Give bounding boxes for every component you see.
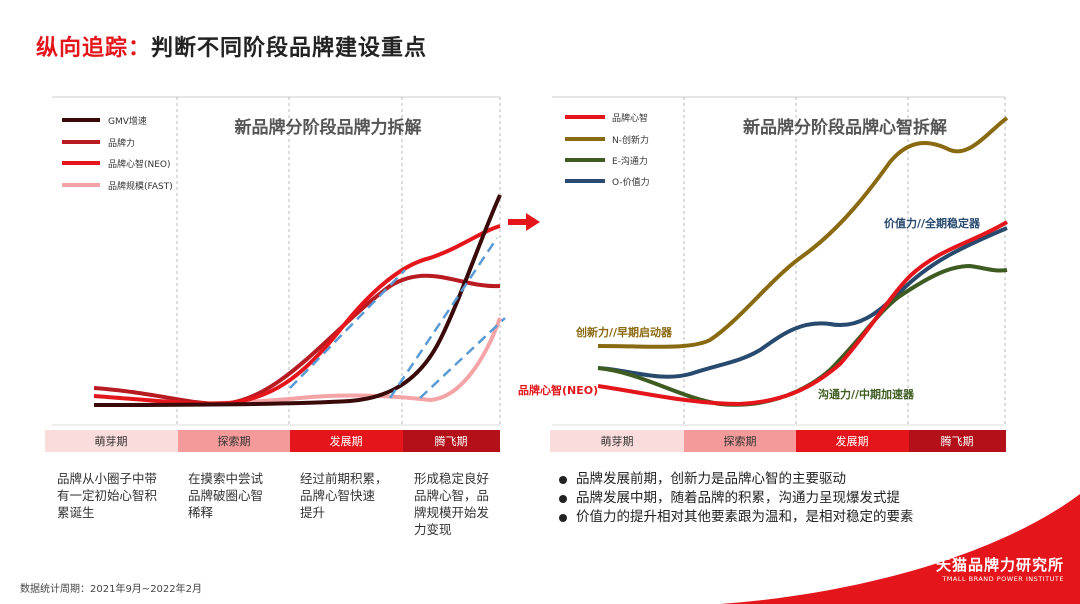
left-dashed-guide-3: [419, 317, 506, 399]
data-period-footnote: 数据统计周期：2021年9月~2022年2月: [20, 584, 203, 595]
brand-name-cn: 天猫品牌力研究所: [935, 556, 1064, 574]
corner-decoration: [720, 494, 1080, 604]
right-stage-3-label: 发展期: [836, 434, 869, 448]
desc-line: 品牌心智，品: [414, 488, 490, 503]
desc-line: 经过前期积累，: [300, 471, 388, 486]
right-legend-o: O-价值力: [612, 176, 650, 188]
stage-description-sprout: 品牌从小圈子中带 有一定初始心智积 累诞生: [57, 470, 157, 521]
left-dashed-guide-1: [289, 269, 406, 389]
bullet-item: 价值力的提升相对其他要素跟为温和，是相对稳定的要素: [556, 508, 914, 527]
desc-line: 力变现: [414, 522, 452, 537]
right-curve-value: [597, 226, 1008, 379]
page-title: 纵向追踪：判断不同阶段品牌建设重点: [36, 30, 427, 62]
left-curve-neo: [93, 224, 501, 406]
left-legend-neo: 品牌心智(NEO): [108, 158, 171, 170]
right-stage-3: [796, 430, 909, 452]
right-legend-neo: 品牌心智: [612, 112, 648, 124]
left-legend-fast: 品牌规模(FAST): [108, 180, 173, 192]
left-curve-fast: [93, 317, 502, 407]
desc-line: 牌规模开始发: [414, 505, 490, 520]
left-stage-3: [290, 430, 403, 452]
stage-description-explore: 在摸索中尝试 品牌破圈心智 稀释: [188, 470, 263, 521]
left-stage-4: [403, 430, 500, 452]
desc-line: 品牌从小圈子中带: [57, 471, 158, 486]
bullet-item: 品牌发展前期，创新力是品牌心智的主要驱动: [556, 470, 914, 489]
right-legend-n: N-创新力: [612, 134, 649, 146]
stage-description-takeoff: 形成稳定良好 品牌心智，品 牌规模开始发 力变现: [414, 470, 489, 538]
desc-line: 提升: [300, 505, 326, 520]
right-stage-4-label: 腾飞期: [941, 434, 974, 448]
title-main: 判断不同阶段品牌建设重点: [151, 36, 428, 61]
annotation-communication: 沟通力//中期加速器: [818, 387, 915, 401]
conclusion-bullets: 品牌发展前期，创新力是品牌心智的主要驱动 品牌发展中期，随着品牌的积累，沟通力呈…: [556, 470, 914, 527]
annotation-value: 价值力//全期稳定器: [884, 216, 981, 230]
left-stage-3-label: 发展期: [330, 434, 363, 448]
right-stage-1: [550, 430, 684, 452]
title-highlight: 纵向追踪：: [36, 36, 152, 61]
desc-line: 品牌心智快速: [300, 488, 376, 503]
left-stage-4-label: 腾飞期: [435, 434, 468, 448]
left-curve-brand: [93, 273, 501, 407]
arrow-icon: [508, 213, 540, 231]
desc-line: 有一定初始心智积: [57, 488, 158, 503]
right-stage-2-label: 探索期: [724, 434, 757, 448]
brand-logo: 天猫品牌力研究所 TMALL BRAND POWER INSTITUTE: [936, 554, 1064, 583]
right-chart-title: 新品牌分阶段品牌心智拆解: [743, 117, 947, 138]
desc-line: 在摸索中尝试: [188, 471, 264, 486]
left-legend-brand: 品牌力: [108, 137, 135, 149]
right-curve-innovation: [597, 116, 1009, 349]
stage-description-develop: 经过前期积累， 品牌心智快速 提升: [300, 470, 388, 521]
left-chart: 新品牌分阶段品牌力拆解 GMV增速 品牌力 品牌心智(NEO) 品牌规模(FAS…: [45, 96, 506, 452]
right-stage-4: [909, 430, 1006, 452]
left-stage-1: [45, 430, 178, 452]
annotation-innovation: 创新力//早期启动器: [575, 325, 673, 339]
desc-line: 形成稳定良好: [414, 471, 490, 486]
right-curve-neo: [597, 220, 1009, 407]
left-chart-title: 新品牌分阶段品牌力拆解: [235, 117, 422, 138]
left-stage-2-label: 探索期: [218, 434, 251, 448]
left-dashed-guide-2: [388, 237, 499, 399]
left-legend-gmv: GMV增速: [108, 115, 147, 127]
left-stage-2: [178, 430, 290, 452]
left-stage-1-label: 萌芽期: [95, 434, 128, 448]
desc-line: 稀释: [188, 505, 214, 520]
left-curve-gmv: [93, 194, 502, 407]
right-curve-communication: [597, 263, 1008, 407]
right-stage-1-label: 萌芽期: [601, 434, 634, 448]
right-legend-e: E-沟通力: [612, 155, 648, 167]
right-chart: 新品牌分阶段品牌心智拆解 品牌心智 N-创新力 E-沟通力 O-价值力 价值力/…: [518, 96, 1009, 452]
annotation-neo: 品牌心智(NEO): [518, 383, 598, 397]
bullet-item: 品牌发展中期，随着品牌的积累，沟通力呈现爆发式提: [556, 489, 914, 508]
desc-line: 累诞生: [57, 505, 95, 520]
desc-line: 品牌破圈心智: [188, 488, 264, 503]
right-stage-2: [684, 430, 796, 452]
brand-name-en: TMALL BRAND POWER INSTITUTE: [942, 575, 1064, 583]
